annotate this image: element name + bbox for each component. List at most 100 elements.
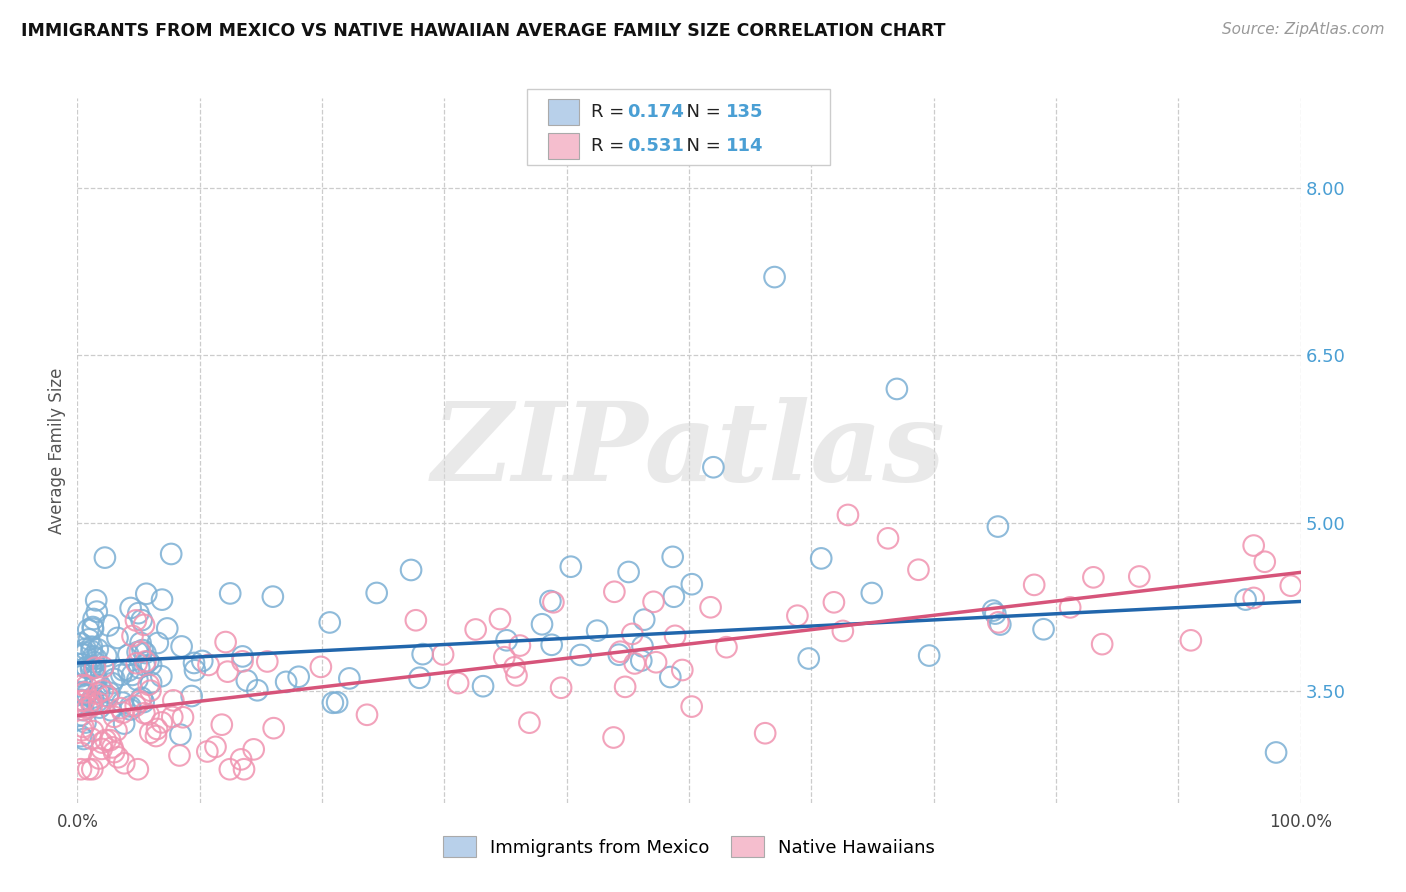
Point — [134, 706, 156, 721]
Point — [509, 639, 531, 653]
Point — [609, 645, 631, 659]
Point — [786, 608, 808, 623]
Point — [519, 715, 541, 730]
Point — [70, 647, 93, 661]
Point — [699, 600, 721, 615]
Point — [326, 695, 349, 709]
Text: 0.531: 0.531 — [627, 137, 683, 155]
Point — [70, 693, 93, 707]
Point — [988, 617, 1011, 632]
Point — [322, 696, 344, 710]
Point — [659, 670, 682, 684]
Point — [1091, 637, 1114, 651]
Point — [204, 739, 226, 754]
Point — [560, 559, 582, 574]
Point — [84, 661, 107, 675]
Point — [103, 745, 125, 759]
Point — [139, 725, 162, 739]
Point — [80, 698, 103, 713]
Point — [82, 762, 104, 776]
Point — [82, 724, 104, 739]
Point — [810, 551, 832, 566]
Point — [214, 635, 236, 649]
Point — [603, 584, 626, 599]
Point — [256, 655, 278, 669]
Point — [219, 586, 242, 600]
Text: R =: R = — [591, 103, 630, 121]
Point — [447, 676, 470, 690]
Point — [984, 607, 1007, 621]
Point — [702, 460, 724, 475]
Point — [134, 646, 156, 660]
Point — [120, 699, 142, 714]
Point — [236, 673, 259, 688]
Point — [918, 648, 941, 663]
Text: 114: 114 — [725, 137, 763, 155]
Point — [263, 721, 285, 735]
Point — [83, 612, 105, 626]
Point — [72, 703, 94, 717]
Point — [97, 690, 120, 704]
Point — [70, 657, 93, 672]
Point — [145, 729, 167, 743]
Point — [131, 643, 153, 657]
Point — [96, 648, 118, 663]
Point — [70, 723, 93, 738]
Text: IMMIGRANTS FROM MEXICO VS NATIVE HAWAIIAN AVERAGE FAMILY SIZE CORRELATION CHART: IMMIGRANTS FROM MEXICO VS NATIVE HAWAIIA… — [21, 22, 946, 40]
Point — [877, 532, 900, 546]
Point — [70, 665, 93, 679]
Y-axis label: Average Family Size: Average Family Size — [48, 368, 66, 533]
Point — [112, 716, 135, 731]
Point — [1234, 592, 1257, 607]
Point — [129, 645, 152, 659]
Point — [134, 658, 156, 673]
Point — [661, 549, 683, 564]
Point — [131, 613, 153, 627]
Point — [160, 710, 183, 724]
Point — [763, 270, 786, 285]
Point — [103, 710, 125, 724]
Point — [73, 648, 96, 662]
Text: R =: R = — [591, 137, 630, 155]
Point — [489, 612, 512, 626]
Point — [543, 595, 565, 609]
Point — [110, 668, 132, 682]
Point — [412, 647, 434, 661]
Point — [80, 644, 103, 658]
Point — [112, 756, 135, 771]
Point — [84, 671, 107, 685]
Point — [621, 627, 644, 641]
Point — [1279, 579, 1302, 593]
Point — [127, 673, 149, 687]
Point — [614, 680, 637, 694]
Point — [91, 660, 114, 674]
Point — [121, 629, 143, 643]
Point — [170, 640, 193, 654]
Point — [138, 654, 160, 668]
Point — [70, 694, 93, 708]
Point — [671, 663, 693, 677]
Point — [366, 586, 388, 600]
Point — [70, 729, 93, 743]
Point — [337, 672, 360, 686]
Point — [83, 655, 105, 669]
Point — [75, 641, 97, 656]
Point — [503, 660, 526, 674]
Point — [127, 762, 149, 776]
Point — [633, 613, 655, 627]
Point — [70, 699, 93, 714]
Point — [73, 694, 96, 708]
Point — [129, 636, 152, 650]
Legend: Immigrants from Mexico, Native Hawaiians: Immigrants from Mexico, Native Hawaiians — [436, 829, 942, 864]
Point — [82, 690, 104, 705]
Point — [405, 613, 427, 627]
Point — [169, 728, 191, 742]
Point — [75, 685, 97, 699]
Point — [233, 762, 256, 776]
Point — [1024, 578, 1046, 592]
Point — [664, 629, 686, 643]
Point — [1243, 591, 1265, 605]
Point — [138, 707, 160, 722]
Point — [195, 744, 218, 758]
Point — [907, 563, 929, 577]
